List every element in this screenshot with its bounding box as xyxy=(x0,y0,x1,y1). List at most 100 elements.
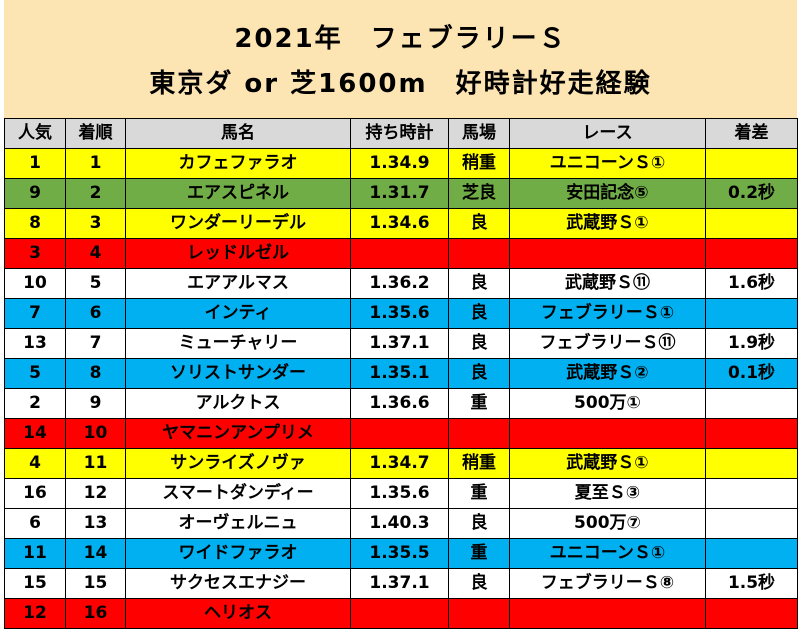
best-time-cell: 1.35.5 xyxy=(350,538,449,569)
table-row: 11 14 ワイドファラオ 1.35.5 重ユニコーンＳ① xyxy=(4,538,798,569)
popularity-cell: 1 xyxy=(4,148,66,179)
popularity-cell: 13 xyxy=(4,328,66,359)
page: 2021年 フェブラリーＳ 東京ダ or 芝1600m 好時計好走経験 人気 着… xyxy=(4,0,798,631)
finish-cell: 15 xyxy=(65,568,126,599)
table-row: 16 12 スマートダンディー 1.35.6 重夏至Ｓ③ xyxy=(4,478,798,509)
popularity-cell: 16 xyxy=(4,478,66,509)
horse-name-cell: ソリストサンダー xyxy=(125,358,351,389)
finish-cell: 12 xyxy=(65,478,126,509)
popularity-cell: 9 xyxy=(4,178,66,209)
track-cell: 重 xyxy=(448,478,510,509)
race-cell: ユニコーンＳ① xyxy=(509,538,706,569)
margin-cell xyxy=(705,238,798,269)
table-row: 6 13 オーヴェルニュ 1.40.3 良 500万⑦ xyxy=(4,508,798,539)
finish-cell: 4 xyxy=(65,238,126,269)
best-time-cell xyxy=(350,238,449,269)
best-time-cell: 1.34.6 xyxy=(350,208,449,239)
best-time-cell: 1.35.6 xyxy=(350,478,449,509)
title-line-1: 2021年 フェブラリーＳ xyxy=(234,24,567,54)
table-row: 12 16 ヘリオス xyxy=(4,598,798,629)
popularity-cell: 5 xyxy=(4,358,66,389)
header-margin: 着差 xyxy=(705,118,798,149)
finish-cell: 13 xyxy=(65,508,126,539)
popularity-cell: 15 xyxy=(4,568,66,599)
table-body: 1 1 カフェファラオ 1.34.9 稍重 ユニコーンＳ① 9 2 エアスピネル 1.31.7 芝良… xyxy=(4,148,798,629)
finish-cell: 9 xyxy=(65,388,126,419)
title-banner: 2021年 フェブラリーＳ 東京ダ or 芝1600m 好時計好走経験 xyxy=(4,0,797,118)
track-cell: 良 xyxy=(448,208,510,239)
track-cell: 稍重 xyxy=(448,448,510,479)
race-cell: 500万① xyxy=(509,388,706,419)
horse-name-cell: ワンダーリーデル xyxy=(125,208,351,239)
horse-name-cell: サンライズノヴァ xyxy=(125,448,351,479)
track-cell: 重 xyxy=(448,388,510,419)
horse-name-cell: サクセスエナジー xyxy=(125,568,351,599)
margin-cell xyxy=(705,148,798,179)
best-time-cell: 1.37.1 xyxy=(350,568,449,599)
popularity-cell: 4 xyxy=(4,448,66,479)
race-cell xyxy=(509,598,706,629)
race-cell: フェブラリーＳ⑪ xyxy=(509,328,706,359)
best-time-cell: 1.35.1 xyxy=(350,358,449,389)
popularity-cell: 6 xyxy=(4,508,66,539)
track-cell xyxy=(448,598,510,629)
best-time-cell: 1.35.6 xyxy=(350,298,449,329)
margin-cell: 0.2秒 xyxy=(705,178,798,209)
best-time-cell: 1.36.2 xyxy=(350,268,449,299)
track-cell: 重 xyxy=(448,538,510,569)
best-time-cell xyxy=(350,598,449,629)
finish-cell: 6 xyxy=(65,298,126,329)
table-row: 8 3 ワンダーリーデル 1.34.6 良武蔵野Ｓ① xyxy=(4,208,798,239)
horse-name-cell: アルクトス xyxy=(125,388,351,419)
popularity-cell: 8 xyxy=(4,208,66,239)
margin-cell: 1.6秒 xyxy=(705,268,798,299)
horse-name-cell: ワイドファラオ xyxy=(125,538,351,569)
horse-name-cell: オーヴェルニュ xyxy=(125,508,351,539)
finish-cell: 5 xyxy=(65,268,126,299)
track-cell: 稍重 xyxy=(448,148,510,179)
popularity-cell: 2 xyxy=(4,388,66,419)
best-time-cell: 1.37.1 xyxy=(350,328,449,359)
title-line-2: 東京ダ or 芝1600m 好時計好走経験 xyxy=(149,69,652,99)
header-finish: 着順 xyxy=(65,118,126,149)
popularity-cell: 12 xyxy=(4,598,66,629)
table-row: 5 8 ソリストサンダー 1.35.1 良武蔵野Ｓ② 0.1秒 xyxy=(4,358,798,389)
track-cell: 良 xyxy=(448,328,510,359)
race-cell: 安田記念⑤ xyxy=(509,178,706,209)
finish-cell: 8 xyxy=(65,358,126,389)
finish-cell: 2 xyxy=(65,178,126,209)
table-row: 9 2 エアスピネル 1.31.7 芝良 安田記念⑤ 0.2秒 xyxy=(4,178,798,209)
header-best-time: 持ち時計 xyxy=(350,118,449,149)
popularity-cell: 11 xyxy=(4,538,66,569)
horse-name-cell: スマートダンディー xyxy=(125,478,351,509)
table-row: 13 7 ミューチャリー 1.37.1 良フェブラリーＳ⑪ 1.9秒 xyxy=(4,328,798,359)
track-cell xyxy=(448,418,510,449)
popularity-cell: 14 xyxy=(4,418,66,449)
track-cell xyxy=(448,238,510,269)
table-row: 3 4 レッドルゼル xyxy=(4,238,798,269)
race-cell: 武蔵野Ｓ① xyxy=(509,448,706,479)
horse-name-cell: エアアルマス xyxy=(125,268,351,299)
header-horse-name: 馬名 xyxy=(125,118,351,149)
best-time-cell: 1.36.6 xyxy=(350,388,449,419)
track-cell: 良 xyxy=(448,358,510,389)
table-row: 10 5 エアアルマス 1.36.2 良武蔵野Ｓ⑪ 1.6秒 xyxy=(4,268,798,299)
header-popularity: 人気 xyxy=(4,118,66,149)
results-table: 人気 着順 馬名 持ち時計 馬場 レース 着差 1 1 カフェファラオ 1.34.9 稍… xyxy=(4,118,798,629)
finish-cell: 10 xyxy=(65,418,126,449)
finish-cell: 7 xyxy=(65,328,126,359)
margin-cell xyxy=(705,478,798,509)
margin-cell: 1.9秒 xyxy=(705,328,798,359)
track-cell: 良 xyxy=(448,508,510,539)
popularity-cell: 3 xyxy=(4,238,66,269)
horse-name-cell: レッドルゼル xyxy=(125,238,351,269)
horse-name-cell: カフェファラオ xyxy=(125,148,351,179)
race-cell: ユニコーンＳ① xyxy=(509,148,706,179)
margin-cell xyxy=(705,538,798,569)
race-cell: フェブラリーＳ① xyxy=(509,298,706,329)
horse-name-cell: ヘリオス xyxy=(125,598,351,629)
finish-cell: 3 xyxy=(65,208,126,239)
header-track: 馬場 xyxy=(448,118,510,149)
finish-cell: 14 xyxy=(65,538,126,569)
table-row: 15 15 サクセスエナジー 1.37.1 良フェブラリーＳ⑧ 1.5秒 xyxy=(4,568,798,599)
